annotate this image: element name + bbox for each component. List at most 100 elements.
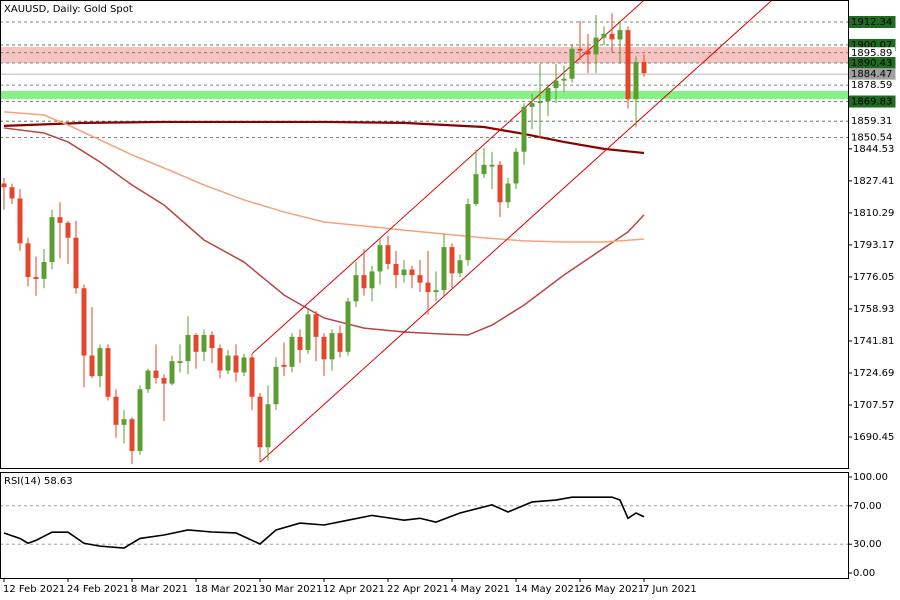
candle-body bbox=[177, 361, 183, 364]
x-tick-label: 12 Apr 2021 bbox=[323, 584, 385, 595]
level-label: 1850.54 bbox=[851, 133, 892, 144]
candle-body bbox=[457, 260, 463, 274]
rsi-last-value: 58.63 bbox=[44, 476, 73, 487]
candle-body bbox=[577, 48, 583, 51]
candle-body bbox=[41, 262, 47, 279]
candle-body bbox=[137, 389, 143, 451]
candle-body bbox=[585, 50, 591, 55]
candle-body bbox=[73, 237, 79, 289]
zone bbox=[0, 90, 848, 99]
candle-body bbox=[393, 263, 399, 276]
y-tick-label: 30.00 bbox=[853, 539, 882, 550]
candle-body bbox=[505, 183, 511, 203]
candle-body bbox=[249, 357, 255, 397]
level-label: 1869.83 bbox=[851, 97, 892, 108]
candle-body bbox=[121, 419, 127, 425]
candle-body bbox=[617, 30, 623, 40]
candle-body bbox=[513, 151, 519, 184]
zone bbox=[0, 46, 848, 64]
level-label: 1890.43 bbox=[851, 58, 892, 69]
candle-body bbox=[337, 333, 343, 352]
x-tick-label: 26 May 2021 bbox=[579, 584, 644, 595]
candle-body bbox=[641, 61, 647, 74]
y-tick-label: 1810.29 bbox=[853, 208, 894, 219]
candle-body bbox=[161, 378, 167, 384]
candle-body bbox=[409, 269, 415, 276]
candle-body bbox=[401, 269, 407, 276]
trend-line bbox=[259, 0, 773, 463]
candle-body bbox=[305, 314, 311, 350]
candle-body bbox=[537, 101, 543, 104]
candle-body bbox=[633, 61, 639, 100]
y-tick-label: 1776.05 bbox=[853, 272, 894, 283]
candle-body bbox=[329, 333, 335, 360]
candle-body bbox=[265, 404, 271, 448]
candle-body bbox=[17, 198, 23, 244]
candle-body bbox=[569, 48, 575, 79]
y-tick-label: 1758.93 bbox=[853, 304, 894, 315]
candle-body bbox=[593, 37, 599, 55]
moving-average bbox=[3, 111, 645, 243]
candle-body bbox=[321, 336, 327, 360]
rsi-label: RSI(14) 58.63 bbox=[4, 476, 73, 487]
y-tick-label: 70.00 bbox=[853, 501, 882, 512]
candle-body bbox=[345, 301, 351, 352]
candle-body bbox=[81, 288, 87, 356]
candle-body bbox=[241, 357, 247, 373]
candle-body bbox=[185, 335, 191, 362]
candle-body bbox=[553, 80, 559, 89]
candle-body bbox=[233, 355, 239, 373]
y-tick-label: 1707.57 bbox=[853, 400, 894, 411]
candle-body bbox=[313, 314, 319, 337]
moving-average bbox=[3, 127, 645, 336]
candle-body bbox=[609, 33, 615, 40]
x-tick-label: 4 May 2021 bbox=[451, 584, 510, 595]
candle-body bbox=[497, 164, 503, 203]
level-label: 1912.34 bbox=[851, 17, 892, 28]
candle-body bbox=[545, 88, 551, 102]
candle-body bbox=[9, 187, 15, 199]
level-label-box bbox=[849, 132, 895, 144]
x-tick-label: 12 Feb 2021 bbox=[3, 584, 65, 595]
candle-body bbox=[153, 370, 159, 379]
candle-body bbox=[169, 361, 175, 384]
level-label-box bbox=[849, 115, 895, 127]
x-tick-label: 7 Jun 2021 bbox=[643, 584, 697, 595]
candle-body bbox=[113, 396, 119, 425]
y-tick-label: 1724.69 bbox=[853, 368, 894, 379]
price-pane bbox=[0, 0, 848, 465]
candle-body bbox=[257, 396, 263, 448]
moving-average bbox=[3, 120, 645, 155]
price-frame bbox=[0, 0, 849, 469]
candle-body bbox=[417, 275, 423, 283]
candle-body bbox=[385, 245, 391, 264]
candle-body bbox=[57, 217, 63, 223]
y-tick-label: 1741.81 bbox=[853, 336, 894, 347]
candle-body bbox=[425, 282, 431, 292]
y-tick-label: 0.00 bbox=[853, 568, 875, 579]
candle-body bbox=[145, 370, 151, 390]
trend-line bbox=[251, 0, 645, 355]
rsi-pane bbox=[0, 496, 848, 549]
candle-body bbox=[433, 290, 439, 292]
level-label: 1900.07 bbox=[851, 40, 892, 51]
candle-body bbox=[97, 348, 103, 377]
candle-body bbox=[225, 355, 231, 371]
y-tick-label: 1844.53 bbox=[853, 144, 894, 155]
y-tick-label: 100.00 bbox=[853, 472, 888, 483]
candle-body bbox=[129, 419, 135, 451]
y-tick-label: 1827.41 bbox=[853, 176, 894, 187]
candle-body bbox=[49, 217, 55, 263]
y-tick-label: 1690.45 bbox=[853, 432, 894, 443]
candle-body bbox=[529, 103, 535, 107]
level-label-box bbox=[849, 79, 895, 91]
level-label: 1859.31 bbox=[851, 116, 892, 127]
level-label: 1878.59 bbox=[851, 80, 892, 91]
rsi-line bbox=[3, 496, 645, 549]
candle-body bbox=[201, 335, 207, 352]
x-tick-label: 22 Apr 2021 bbox=[387, 584, 449, 595]
x-tick-label: 14 May 2021 bbox=[515, 584, 580, 595]
rsi-frame bbox=[0, 472, 849, 579]
